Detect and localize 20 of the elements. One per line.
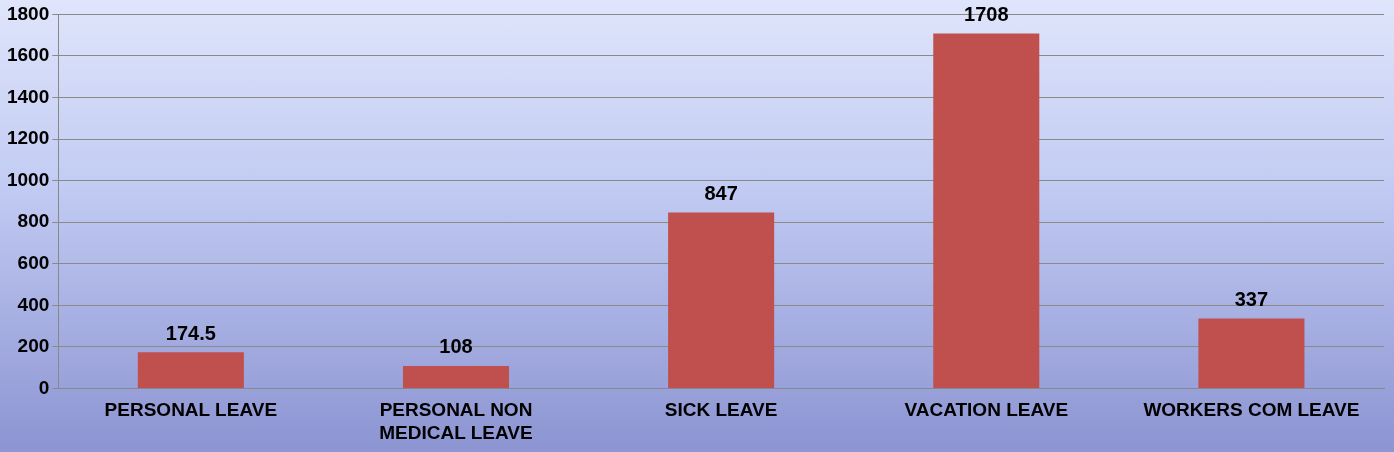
x-tick-label: PERSONAL LEAVE <box>104 399 278 421</box>
x-tick-label: VACATION LEAVE <box>904 399 1069 421</box>
y-tick-label: 600 <box>17 251 50 273</box>
data-label: 337 <box>1234 287 1269 310</box>
data-label: 108 <box>439 335 473 358</box>
y-tick-label: 1200 <box>6 127 50 149</box>
y-tick-label: 400 <box>17 293 50 315</box>
y-tick-label: 0 <box>38 376 50 398</box>
x-tick-label: WORKERS COM LEAVE <box>1143 399 1360 421</box>
y-tick-label: 800 <box>17 210 50 232</box>
data-label: 174.5 <box>165 321 216 344</box>
y-tick-label: 1400 <box>6 85 50 107</box>
y-tick-label: 200 <box>17 335 50 357</box>
data-label: 847 <box>704 181 738 204</box>
y-tick-label: 1600 <box>6 44 50 66</box>
x-tick-label: PERSONAL NON MEDICAL LEAVE <box>379 399 533 443</box>
x-tick-label: SICK LEAVE <box>664 399 778 421</box>
y-tick-label: 1800 <box>6 2 50 24</box>
data-label: 1708 <box>964 3 1009 26</box>
y-tick-label: 1000 <box>6 168 50 190</box>
